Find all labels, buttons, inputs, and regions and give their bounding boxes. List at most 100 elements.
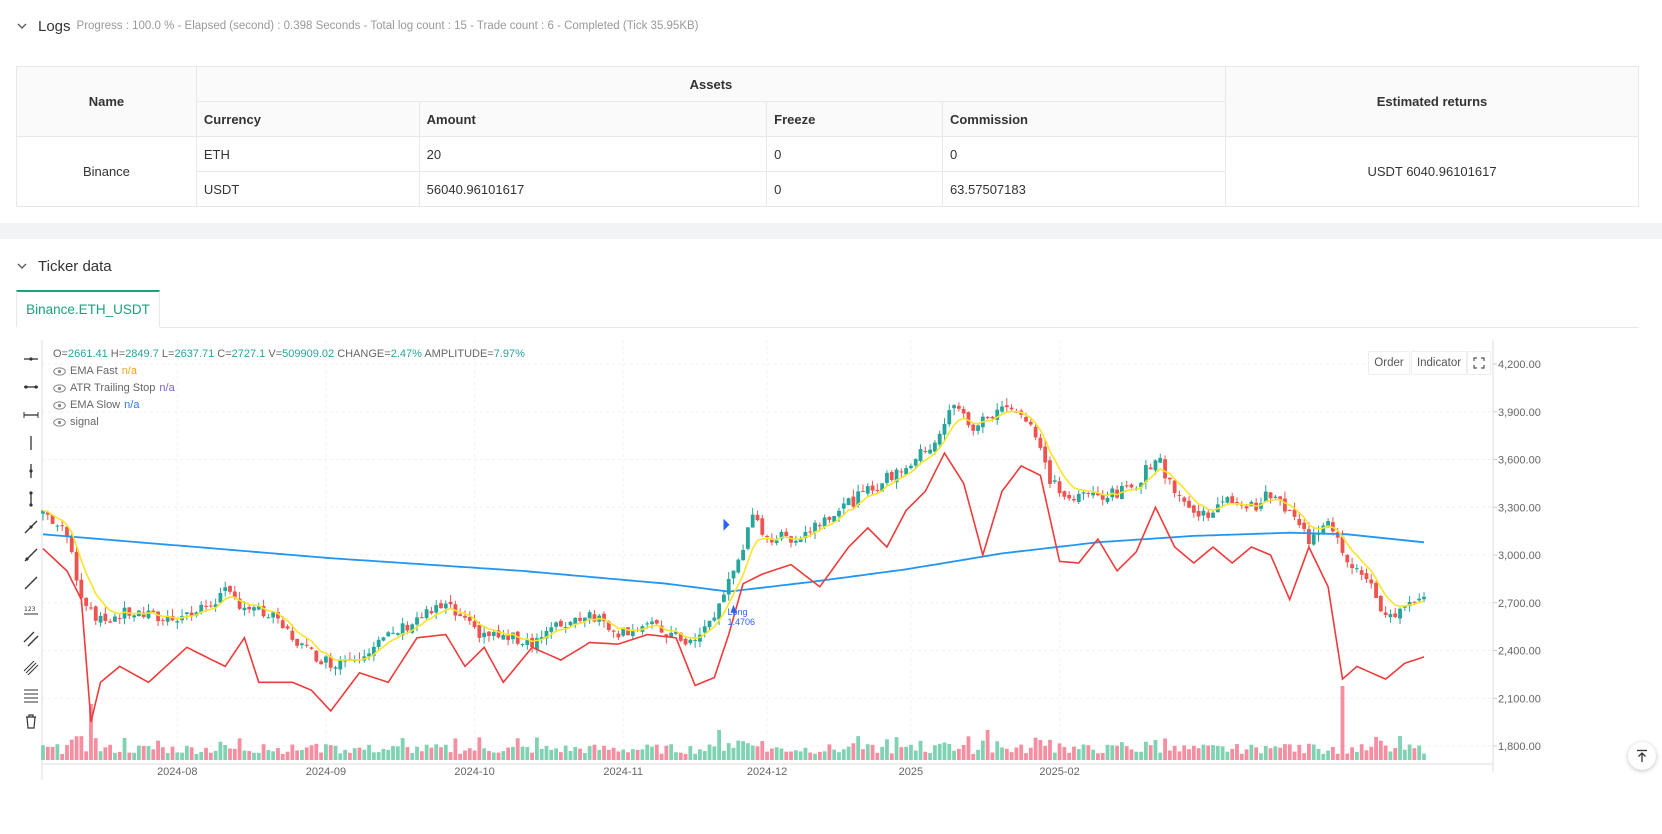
chart-panel[interactable]: 4,200.00 3,900.00 3,600.00 3,300.00 3,000.00… — [16, 340, 1639, 834]
volume-bar — [127, 752, 132, 760]
volume-bar — [266, 750, 271, 760]
parallel-channel-icon[interactable] — [22, 630, 40, 648]
ohlc-v-label: V= — [265, 348, 283, 360]
logs-header[interactable]: Logs Progress : 100.0 % - Elapsed (secon… — [0, 16, 1662, 36]
volume-bar — [362, 749, 367, 760]
vertical-line-icon[interactable] — [22, 434, 40, 452]
candle-body — [683, 638, 688, 645]
volume-bar — [1417, 745, 1422, 760]
volume-bar — [1139, 751, 1143, 760]
ticker-header[interactable]: Ticker data — [0, 256, 1662, 276]
volume-bar — [371, 752, 376, 760]
candle-body — [309, 647, 314, 649]
horizontal-line-icon[interactable] — [22, 350, 40, 368]
volume-bar — [60, 753, 65, 760]
candle-body — [324, 656, 328, 663]
candle-body — [160, 619, 165, 621]
horizontal-ray-icon[interactable] — [22, 378, 40, 396]
horizontal-segment-icon[interactable] — [22, 406, 40, 424]
order-button[interactable]: Order — [1368, 351, 1410, 375]
volume-bar — [256, 752, 261, 760]
ohlc-h-label: H= — [107, 348, 126, 360]
price-label-icon[interactable]: 123 — [22, 602, 40, 620]
candle-body — [1263, 491, 1268, 503]
ohlc-open: 2661.41 — [67, 348, 108, 360]
eye-icon[interactable] — [53, 383, 66, 393]
price-chart[interactable]: 4,200.00 3,900.00 3,600.00 3,300.00 3,000.00… — [16, 340, 1639, 834]
tab-binance-eth-usdt[interactable]: Binance.ETH_USDT — [16, 290, 160, 328]
candle-body — [582, 617, 587, 622]
candle-body — [199, 604, 204, 613]
horizontal-grid-icon[interactable] — [22, 686, 40, 704]
fibonacci-icon[interactable] — [22, 658, 40, 676]
candle-body — [602, 613, 606, 622]
volume-bar — [1206, 745, 1211, 760]
volume-bar — [261, 744, 266, 760]
candle-body — [472, 621, 477, 628]
signal-label: Long — [728, 607, 748, 617]
candle-body — [1206, 512, 1211, 518]
candle-body — [856, 491, 861, 506]
legend-ema-fast[interactable]: EMA Fast n/a — [53, 365, 137, 377]
y-tick-label: 2,100.00 — [1498, 693, 1541, 705]
legend-atr-trailing-stop[interactable]: ATR Trailing Stop n/a — [53, 382, 175, 394]
volume-bar — [1230, 748, 1235, 760]
volume-bar — [242, 750, 247, 760]
eye-icon[interactable] — [53, 417, 66, 427]
chevron-down-icon[interactable] — [16, 20, 28, 32]
candle-body — [228, 586, 232, 592]
volume-bar — [74, 736, 79, 760]
legend-signal[interactable]: signal — [53, 416, 99, 428]
candle-body — [1417, 598, 1422, 601]
volume-bar — [165, 753, 170, 760]
candle-body — [731, 570, 736, 579]
volume-bar — [69, 739, 74, 760]
candle-body — [1024, 417, 1028, 422]
eye-icon[interactable] — [53, 366, 66, 376]
ray-line-icon[interactable] — [22, 546, 40, 564]
amount-cell: 56040.96101617 — [418, 171, 768, 207]
scroll-to-top-button[interactable] — [1628, 742, 1656, 770]
candle-body — [1326, 521, 1330, 528]
candle-body — [55, 525, 60, 527]
candle-body — [904, 468, 909, 475]
indicator-button[interactable]: Indicator — [1411, 351, 1467, 375]
eye-icon[interactable] — [53, 400, 66, 410]
trash-icon[interactable] — [22, 712, 40, 730]
volume-bar — [443, 744, 448, 760]
candle-body — [381, 637, 386, 641]
candle-body — [702, 626, 707, 633]
volume-bar — [434, 744, 439, 760]
candle-body — [1115, 489, 1120, 498]
symbol-tabs: Binance.ETH_USDT — [16, 290, 1639, 328]
fullscreen-icon[interactable] — [1467, 351, 1491, 375]
candle-body — [779, 531, 784, 539]
volume-bar — [635, 749, 640, 760]
candle-body — [333, 667, 338, 669]
volume-bar — [616, 751, 621, 760]
volume-bar — [314, 743, 319, 760]
legend-value: n/a — [121, 365, 137, 377]
vertical-segment-icon[interactable] — [22, 490, 40, 508]
vertical-ray-icon[interactable] — [22, 462, 40, 480]
chevron-down-icon[interactable] — [16, 260, 28, 272]
trend-line-icon[interactable] — [22, 518, 40, 536]
volume-bar — [937, 743, 942, 760]
volume-bar — [1043, 745, 1048, 760]
assets-table: Name Assets Estimated returns Currency A… — [16, 66, 1639, 207]
candle-body — [213, 604, 218, 608]
header-name: Name — [16, 66, 197, 137]
volume-bar — [640, 749, 645, 760]
volume-bar — [319, 752, 324, 760]
candle-body — [693, 639, 698, 641]
candle-body — [956, 405, 961, 409]
volume-bar — [1072, 746, 1076, 760]
volume-bar — [971, 753, 976, 760]
ohlc-amp-label: AMPLITUDE= — [421, 348, 494, 360]
volume-bar — [333, 745, 338, 760]
volume-bar — [894, 737, 899, 760]
ema-slow-line — [42, 531, 1425, 593]
volume-bar — [482, 748, 487, 760]
legend-ema-slow[interactable]: EMA Slow n/a — [53, 399, 139, 411]
extended-line-icon[interactable] — [22, 574, 40, 592]
